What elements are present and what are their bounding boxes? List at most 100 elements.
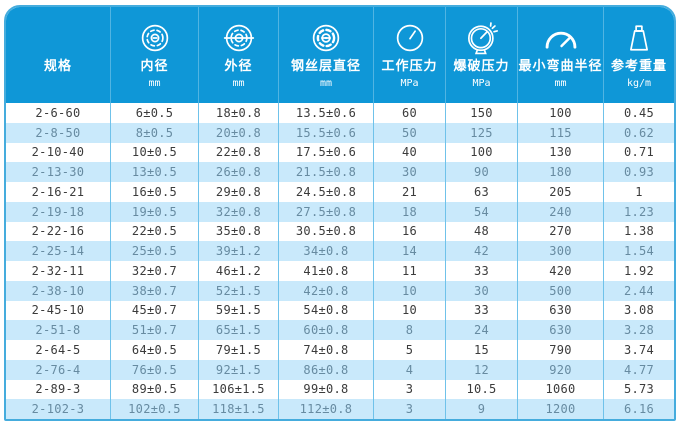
cell-inner-diameter: 32±0.7 [111, 261, 199, 281]
cell-wire-layer-diameter: 30.5±0.8 [279, 221, 374, 242]
cell-spec: 2-38-10 [6, 280, 111, 301]
table-body: 2-6-60 6±0.5 18±0.8 13.5±0.6 60 150 100 0.45 2-8… [6, 103, 674, 419]
wire-layer-diameter-icon [312, 24, 340, 52]
cell-inner-diameter: 19±0.5 [111, 201, 199, 222]
header-ref-weight: 参考重量 kg/m [604, 7, 674, 103]
cell-wire-layer-diameter: 15.5±0.6 [279, 122, 374, 143]
cell-spec: 2-6-60 [6, 103, 111, 123]
cell-wire-layer-diameter: 17.5±0.6 [279, 142, 374, 163]
column-label: 工作压力 [381, 59, 438, 74]
cell-inner-diameter: 64±0.5 [111, 340, 199, 360]
cell-outer-diameter: 79±1.5 [199, 340, 279, 360]
cell-spec: 2-19-18 [6, 201, 111, 222]
cell-min-bend-radius: 240 [518, 201, 604, 222]
header-outer-diameter: 外径 mm [199, 7, 279, 103]
inner-diameter-icon [141, 24, 168, 52]
cell-burst-pressure: 125 [446, 122, 518, 143]
table-row: 2-32-11 32±0.7 46±1.2 41±0.8 11 33 420 1.92 [6, 261, 674, 281]
cell-ref-weight: 1.23 [623, 204, 655, 219]
cell-wire-layer-diameter: 27.5±0.8 [279, 201, 374, 222]
cell-inner-diameter: 51±0.7 [111, 320, 199, 340]
table-row: 2-45-10 45±0.7 59±1.5 54±0.8 10 33 630 3.08 [6, 300, 674, 321]
header-inner-diameter: 内径 mm [111, 7, 199, 103]
cell-min-bend-radius: 300 [518, 241, 604, 261]
table-row: 2-76-4 76±0.5 92±1.5 86±0.8 4 12 920 4.77 [6, 359, 674, 380]
cell-working-pressure: 18 [374, 201, 446, 222]
header-burst-pressure: 爆破压力 MPa [446, 7, 518, 103]
column-label: 外径 [224, 59, 253, 74]
cell-spec: 2-25-14 [6, 241, 111, 261]
header-working-pressure: 工作压力 MPa [374, 7, 446, 103]
cell-working-pressure: 5 [374, 340, 446, 360]
column-label: 爆破压力 [453, 59, 510, 74]
working-pressure-gauge-icon [396, 24, 423, 52]
cell-inner-diameter: 89±0.5 [111, 379, 199, 400]
cell-burst-pressure: 10.5 [446, 379, 518, 400]
column-unit: mm [554, 78, 567, 89]
cell-working-pressure: 14 [374, 241, 446, 261]
cell-working-pressure: 10 [374, 280, 446, 301]
column-unit: MPa [400, 78, 419, 89]
column-label: 参考重量 [610, 59, 667, 74]
table-row: 2-19-18 19±0.5 32±0.8 27.5±0.8 18 54 240 1.23 [6, 201, 674, 222]
cell-burst-pressure: 33 [446, 300, 518, 321]
cell-min-bend-radius: 130 [518, 142, 604, 163]
cell-ref-weight: 5.73 [623, 382, 655, 397]
cell-spec: 2-22-16 [6, 221, 111, 242]
cell-burst-pressure: 100 [446, 142, 518, 163]
cell-outer-diameter: 32±0.8 [199, 201, 279, 222]
column-unit: kg/m [626, 78, 652, 89]
cell-min-bend-radius: 630 [518, 300, 604, 321]
cell-working-pressure: 16 [374, 221, 446, 242]
cell-working-pressure: 40 [374, 142, 446, 163]
cell-working-pressure: 8 [374, 320, 446, 340]
column-unit: mm [232, 78, 245, 89]
cell-spec: 2-45-10 [6, 300, 111, 321]
cell-wire-layer-diameter: 41±0.8 [279, 261, 374, 281]
cell-inner-diameter: 22±0.5 [111, 221, 199, 242]
bend-radius-icon [545, 31, 576, 49]
cell-ref-weight: 0.62 [623, 125, 655, 140]
cell-inner-diameter: 6±0.5 [111, 103, 199, 123]
cell-wire-layer-diameter: 21.5±0.8 [279, 162, 374, 182]
cell-min-bend-radius: 100 [518, 103, 604, 123]
cell-outer-diameter: 106±1.5 [199, 379, 279, 400]
cell-ref-weight: 3.28 [623, 323, 655, 338]
table-row: 2-102-3 102±0.5 118±1.5 112±0.8 3 9 1200 6.16 [6, 399, 674, 419]
cell-wire-layer-diameter: 34±0.8 [279, 241, 374, 261]
bend-radius-icon-wrap [541, 17, 581, 59]
cell-outer-diameter: 20±0.8 [199, 122, 279, 143]
cell-burst-pressure: 9 [446, 399, 518, 419]
cell-ref-weight: 6.16 [623, 402, 655, 417]
header-wire-layer-diameter: 钢丝层直径 mm [279, 7, 374, 103]
cell-outer-diameter: 35±0.8 [199, 221, 279, 242]
burst-pressure-gauge-icon-wrap [465, 17, 499, 59]
cell-inner-diameter: 102±0.5 [111, 399, 199, 419]
weight-icon-wrap [623, 17, 655, 59]
cell-working-pressure: 10 [374, 300, 446, 321]
table-row: 2-51-8 51±0.7 65±1.5 60±0.8 8 24 630 3.28 [6, 320, 674, 340]
cell-min-bend-radius: 205 [518, 182, 604, 202]
cell-inner-diameter: 38±0.7 [111, 280, 199, 301]
cell-burst-pressure: 15 [446, 340, 518, 360]
table-row: 2-25-14 25±0.5 39±1.2 34±0.8 14 42 300 1.54 [6, 241, 674, 261]
cell-outer-diameter: 18±0.8 [199, 103, 279, 123]
burst-pressure-gauge-icon [467, 22, 498, 55]
cell-spec: 2-13-30 [6, 162, 111, 182]
working-pressure-gauge-icon-wrap [394, 17, 426, 59]
cell-min-bend-radius: 1060 [518, 379, 604, 400]
cell-min-bend-radius: 420 [518, 261, 604, 281]
cell-ref-weight: 1.92 [623, 263, 655, 278]
cell-outer-diameter: 39±1.2 [199, 241, 279, 261]
cell-spec: 2-102-3 [6, 399, 111, 419]
cell-ref-weight: 4.77 [623, 362, 655, 377]
cell-working-pressure: 30 [374, 162, 446, 182]
cell-ref-weight: 1.38 [623, 224, 655, 239]
cell-burst-pressure: 12 [446, 359, 518, 380]
cell-ref-weight: 0.45 [623, 105, 655, 120]
table-header: 规格 内径 mm 外径 mm 钢丝层直径 mm 工作压力 MPa 爆破压力 MPa 最小弯… [6, 7, 674, 103]
cell-wire-layer-diameter: 13.5±0.6 [279, 103, 374, 123]
cell-spec: 2-76-4 [6, 359, 111, 380]
cell-ref-weight: 0.71 [623, 145, 655, 160]
wire-layer-diameter-icon-wrap [310, 17, 342, 59]
